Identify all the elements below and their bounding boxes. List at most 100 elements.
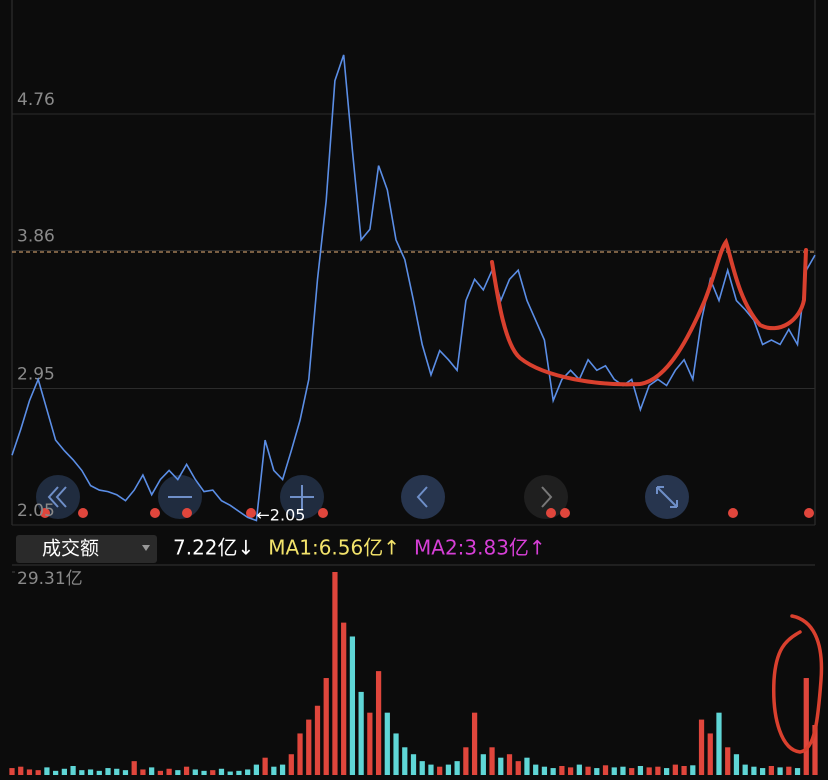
volume-bar xyxy=(26,769,33,775)
volume-bar xyxy=(166,768,172,775)
volume-bar xyxy=(672,764,678,775)
volume-bar xyxy=(576,764,582,775)
y-tick-label: 3.86 xyxy=(17,227,55,247)
volume-bar xyxy=(655,766,661,775)
icon xyxy=(416,486,428,508)
volume-bar xyxy=(646,767,652,775)
event-dot[interactable] xyxy=(182,508,192,518)
volume-bar xyxy=(559,765,565,775)
volume-bar xyxy=(44,767,50,775)
y-tick-label: 4.76 xyxy=(17,90,55,110)
volume-bar xyxy=(105,768,111,775)
volume-bar xyxy=(306,719,312,775)
event-dot[interactable] xyxy=(40,508,50,518)
volume-bar xyxy=(288,754,294,775)
volume-bar xyxy=(18,766,24,775)
y-tick-label: 2.95 xyxy=(17,365,55,385)
volume-bar xyxy=(541,766,548,775)
volume-bar xyxy=(61,768,67,775)
volume-bar xyxy=(245,769,251,775)
volume-bar xyxy=(236,770,242,775)
volume-bar xyxy=(157,770,163,775)
min-label: ←2.05 xyxy=(256,506,305,525)
event-dots xyxy=(40,508,814,518)
volume-bar xyxy=(611,767,617,775)
volume-bar xyxy=(489,747,495,775)
header-value: MA2:3.83亿↑ xyxy=(414,536,546,560)
volume-bar xyxy=(437,766,443,775)
volume-bar xyxy=(262,757,268,775)
event-dot[interactable] xyxy=(560,508,570,518)
hand-annotation xyxy=(490,237,808,387)
volume-bar xyxy=(140,769,146,775)
volume-bar xyxy=(349,636,356,775)
event-dot[interactable] xyxy=(728,508,738,518)
volume-bar xyxy=(454,761,460,775)
event-dot[interactable] xyxy=(318,508,328,518)
volume-bar xyxy=(323,678,329,775)
price-line xyxy=(11,54,816,522)
event-dot[interactable] xyxy=(546,508,556,518)
volume-bar xyxy=(681,765,687,775)
header-value: MA1:6.56亿↑ xyxy=(268,536,400,560)
volume-bar xyxy=(375,671,382,775)
volume-bar xyxy=(629,768,635,775)
volume-bar xyxy=(716,712,722,775)
volume-bar xyxy=(9,768,15,775)
event-dot[interactable] xyxy=(150,508,160,518)
volume-bar xyxy=(664,768,670,775)
volume-bar xyxy=(471,712,478,775)
volume-bar xyxy=(637,765,644,775)
volume-bar xyxy=(533,764,539,775)
volume-bar xyxy=(620,766,626,775)
volume-bar xyxy=(445,764,452,775)
volume-bar xyxy=(271,766,277,775)
volume-bar xyxy=(506,754,513,775)
volume-bar xyxy=(192,769,198,775)
volume-bar xyxy=(35,770,41,775)
volume-bar xyxy=(812,724,818,775)
y-tick-label: 29.31亿 xyxy=(17,569,83,589)
dropdown[interactable] xyxy=(16,535,157,563)
volume-bar xyxy=(733,754,740,775)
volume-bar xyxy=(602,765,609,775)
volume-bar xyxy=(358,691,364,775)
volume-bar xyxy=(53,770,59,775)
volume-bar xyxy=(463,747,469,775)
event-dot[interactable] xyxy=(78,508,88,518)
volume-bar xyxy=(183,766,190,775)
volume-bar xyxy=(794,768,801,775)
volume-bar xyxy=(786,766,792,775)
volume-bar xyxy=(402,747,408,775)
volume-bar xyxy=(524,757,530,775)
event-dot[interactable] xyxy=(804,508,814,518)
volume-bar xyxy=(567,767,574,775)
volume-bar xyxy=(594,768,600,775)
volume-bar xyxy=(393,733,399,775)
volume-bar xyxy=(131,761,137,775)
volume-bar xyxy=(367,712,373,775)
volume-bar xyxy=(480,754,486,775)
volume-bar xyxy=(428,764,434,775)
back-button[interactable] xyxy=(401,475,445,519)
volume-bar xyxy=(227,771,233,775)
dropdown-label: 成交额 xyxy=(42,538,99,560)
volume-bar xyxy=(96,770,102,775)
volume-bar xyxy=(201,770,207,775)
y-tick-label: 2.05 xyxy=(17,501,55,521)
volume-bar xyxy=(585,766,591,775)
volume-bar xyxy=(698,719,705,775)
event-dot[interactable] xyxy=(246,508,256,518)
hand-annotation xyxy=(772,614,824,754)
volume-bar xyxy=(279,764,286,775)
forward-button[interactable] xyxy=(524,475,568,519)
volume-bar xyxy=(777,767,783,775)
volume-bar xyxy=(122,770,129,775)
volume-bar xyxy=(803,678,809,775)
volume-bar xyxy=(253,764,260,775)
nav-buttons xyxy=(36,475,689,519)
volume-bar xyxy=(341,622,347,775)
icon xyxy=(541,486,553,508)
